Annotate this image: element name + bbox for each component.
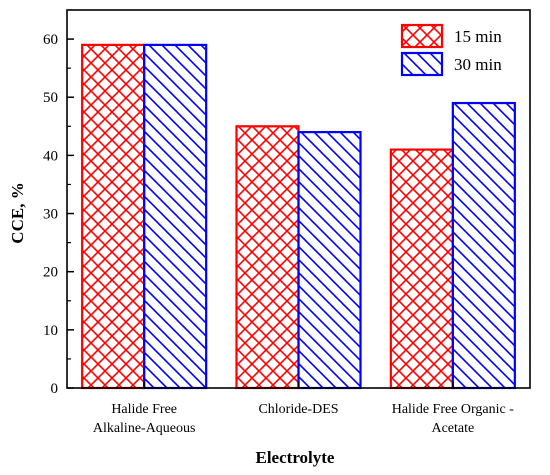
bar-30-min-2 — [451, 101, 516, 390]
x-category-label: Halide Free — [111, 402, 177, 417]
legend-swatch-30-min — [400, 51, 444, 77]
bar-30-min-1 — [297, 131, 362, 390]
x-category-label: Acetate — [431, 421, 474, 436]
y-tick-label: 30 — [43, 207, 58, 223]
x-category-label: Halide Free Organic - — [392, 402, 515, 417]
y-tick-label: 50 — [43, 90, 58, 106]
y-axis-title: CCE, % — [8, 182, 27, 243]
legend-swatch-15-min — [400, 23, 444, 49]
x-category-label: Chloride-DES — [258, 402, 338, 417]
legend-label: 30 min — [454, 55, 502, 74]
bar-15-min-2 — [389, 148, 454, 390]
legend-label: 15 min — [454, 27, 502, 46]
y-tick-label: 60 — [43, 32, 58, 48]
plot-frame — [66, 9, 531, 389]
bar-30-min-0 — [143, 43, 208, 390]
x-category-label: Alkaline-Aqueous — [93, 421, 196, 436]
y-tick-label: 20 — [43, 265, 58, 281]
y-tick-label: 0 — [51, 381, 59, 397]
x-axis-title: Electrolyte — [256, 448, 335, 467]
y-tick-label: 10 — [43, 323, 58, 339]
bar-15-min-1 — [235, 125, 300, 390]
y-tick-label: 40 — [43, 148, 58, 164]
bar-15-min-0 — [81, 43, 146, 390]
